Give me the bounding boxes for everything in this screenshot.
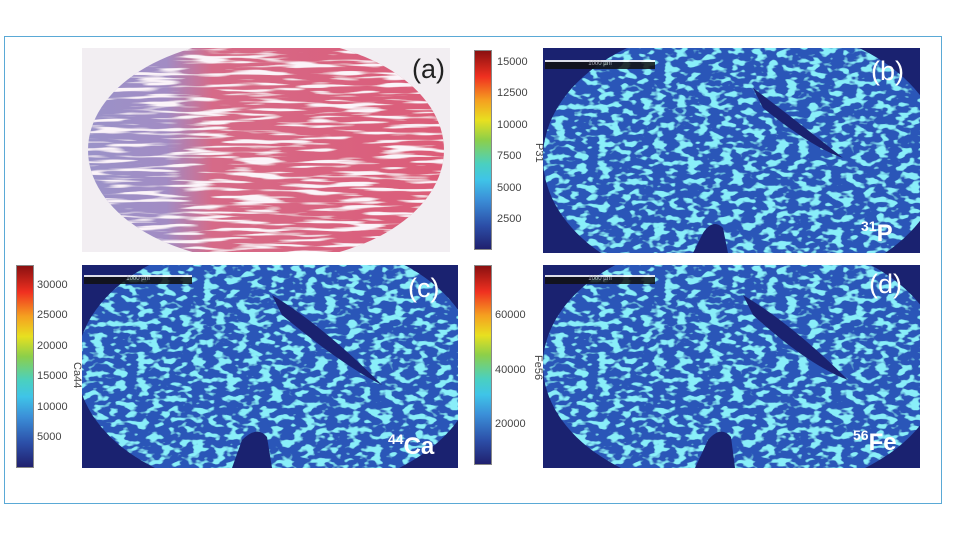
tick: 10000 bbox=[37, 401, 68, 413]
tick: 12500 bbox=[497, 87, 528, 99]
panel-label-c: (c) bbox=[408, 273, 440, 303]
tick: 30000 bbox=[37, 279, 68, 291]
tick: 5000 bbox=[37, 431, 62, 443]
colorbar-fe56 bbox=[474, 265, 492, 465]
panel-d-fe56-map: 1000 µm (d) 56Fe bbox=[543, 265, 920, 468]
colorbar-ca44 bbox=[16, 265, 34, 468]
scale-bar: 1000 µm bbox=[545, 275, 655, 284]
tick: 20000 bbox=[495, 418, 526, 430]
figure-frame bbox=[4, 36, 942, 504]
tick: 2500 bbox=[497, 213, 522, 225]
tick: 5000 bbox=[497, 182, 522, 194]
panel-a-histology: (a) bbox=[82, 48, 450, 252]
panel-label-b: (b) bbox=[871, 56, 904, 86]
tick: 40000 bbox=[495, 364, 526, 376]
tick: 60000 bbox=[495, 309, 526, 321]
isotope-label-ca: 44Ca bbox=[388, 431, 435, 460]
tick: 15000 bbox=[37, 370, 68, 382]
tick: 15000 bbox=[497, 56, 528, 68]
isotope-label-fe: 56Fe bbox=[853, 427, 897, 456]
panel-b-p31-map: 1000 µm (b) 31P bbox=[543, 48, 920, 253]
p31-map-image bbox=[543, 48, 920, 253]
tick: 10000 bbox=[497, 119, 528, 131]
isotope-label-p: 31P bbox=[861, 218, 893, 247]
scale-bar: 1000 µm bbox=[545, 60, 655, 69]
tick: 7500 bbox=[497, 150, 522, 162]
panel-label-a: (a) bbox=[412, 54, 445, 84]
panel-c-ca44-map: 1000 µm (c) 44Ca bbox=[82, 265, 458, 468]
colorbar-p31 bbox=[474, 50, 492, 250]
tick: 20000 bbox=[37, 340, 68, 352]
scale-bar: 1000 µm bbox=[84, 275, 192, 284]
histology-image bbox=[88, 48, 444, 252]
panel-label-d: (d) bbox=[869, 269, 902, 299]
ca44-map-image bbox=[82, 265, 458, 468]
fe56-map-image bbox=[543, 265, 920, 468]
tick: 25000 bbox=[37, 309, 68, 321]
